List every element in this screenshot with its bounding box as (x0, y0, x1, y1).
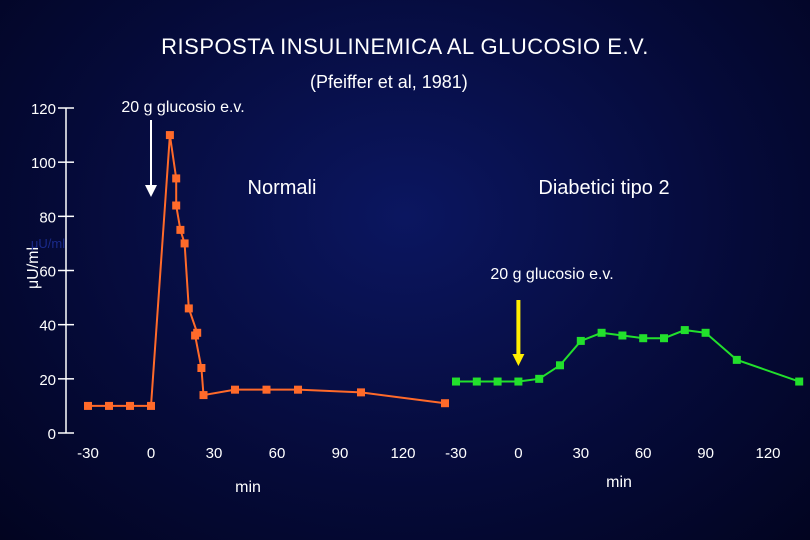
x-tick-label-diabetici: 60 (635, 445, 652, 462)
data-point-normali (105, 401, 113, 410)
data-point-normali (172, 174, 181, 183)
data-point-normali (147, 401, 155, 410)
data-point-normali (441, 399, 449, 408)
data-point-diabetici (514, 377, 523, 386)
y-tick-label: 120 (31, 101, 56, 118)
x-tick-label-normali: 30 (206, 445, 223, 462)
y-tick-label: 20 (39, 372, 56, 389)
data-point-normali (191, 331, 200, 340)
x-tick-label-diabetici: -30 (445, 445, 467, 462)
x-axis-label-diabetici: min (606, 474, 632, 491)
series-line-diabetici (456, 329, 800, 383)
data-point-diabetici (535, 374, 544, 383)
arrow-head-diabetici (512, 354, 525, 366)
data-point-normali (357, 388, 365, 397)
data-point-normali (197, 364, 206, 372)
arrow-head-normali (145, 185, 157, 197)
y-axis-label: μU/ml (25, 247, 42, 289)
data-point-diabetici (680, 326, 689, 335)
data-point-diabetici (732, 355, 741, 364)
series-line-normali (88, 134, 446, 407)
data-point-diabetici (472, 377, 481, 386)
annotation-normali: 20 g glucosio e.v. (121, 99, 244, 116)
y-axis-label-ghost: μU/ml (31, 236, 65, 251)
x-tick-label-normali: 0 (147, 445, 155, 462)
x-tick-label-normali: 90 (332, 445, 349, 462)
data-point-diabetici (597, 328, 606, 337)
y-tick-label: 40 (39, 318, 56, 335)
data-point-diabetici (452, 377, 460, 386)
data-point-diabetici (493, 377, 502, 386)
y-tick-label: 80 (39, 209, 56, 226)
x-tick-label-diabetici: 30 (572, 445, 589, 462)
x-tick-label-diabetici: 90 (697, 445, 714, 462)
data-point-diabetici (556, 361, 564, 370)
x-tick-label-normali: 120 (390, 445, 415, 462)
data-point-normali (180, 239, 189, 248)
x-tick-label-diabetici: 0 (514, 445, 522, 462)
data-point-diabetici (795, 377, 804, 386)
y-tick-label: 0 (48, 426, 56, 443)
data-point-diabetici (576, 336, 585, 345)
x-tick-label-normali: -30 (77, 445, 99, 462)
data-point-diabetici (618, 331, 627, 340)
y-tick-label: 100 (31, 155, 56, 172)
data-point-normali (199, 391, 208, 400)
data-point-normali (176, 225, 185, 234)
data-point-normali (126, 401, 134, 410)
x-tick-label-diabetici: 120 (755, 445, 780, 462)
data-point-diabetici (660, 334, 668, 343)
y-tick-label: 60 (39, 264, 56, 281)
x-tick-label-normali: 60 (269, 445, 286, 462)
annotation-diabetici: 20 g glucosio e.v. (490, 266, 613, 283)
data-point-diabetici (639, 334, 648, 343)
data-point-normali (262, 385, 271, 394)
data-point-normali (184, 304, 193, 313)
chart-title: RISPOSTA INSULINEMICA AL GLUCOSIO E.V. (161, 34, 649, 59)
panel-title-diabetici: Diabetici tipo 2 (538, 177, 669, 199)
data-point-diabetici (701, 328, 710, 337)
data-point-normali (84, 401, 92, 410)
panel-title-normali: Normali (248, 177, 317, 199)
x-axis-label-normali: min (235, 479, 261, 496)
data-point-normali (165, 131, 174, 140)
data-point-normali (172, 201, 181, 210)
chart-subtitle: (Pfeiffer et al, 1981) (310, 72, 468, 92)
data-point-normali (294, 385, 302, 394)
data-point-normali (231, 385, 239, 394)
